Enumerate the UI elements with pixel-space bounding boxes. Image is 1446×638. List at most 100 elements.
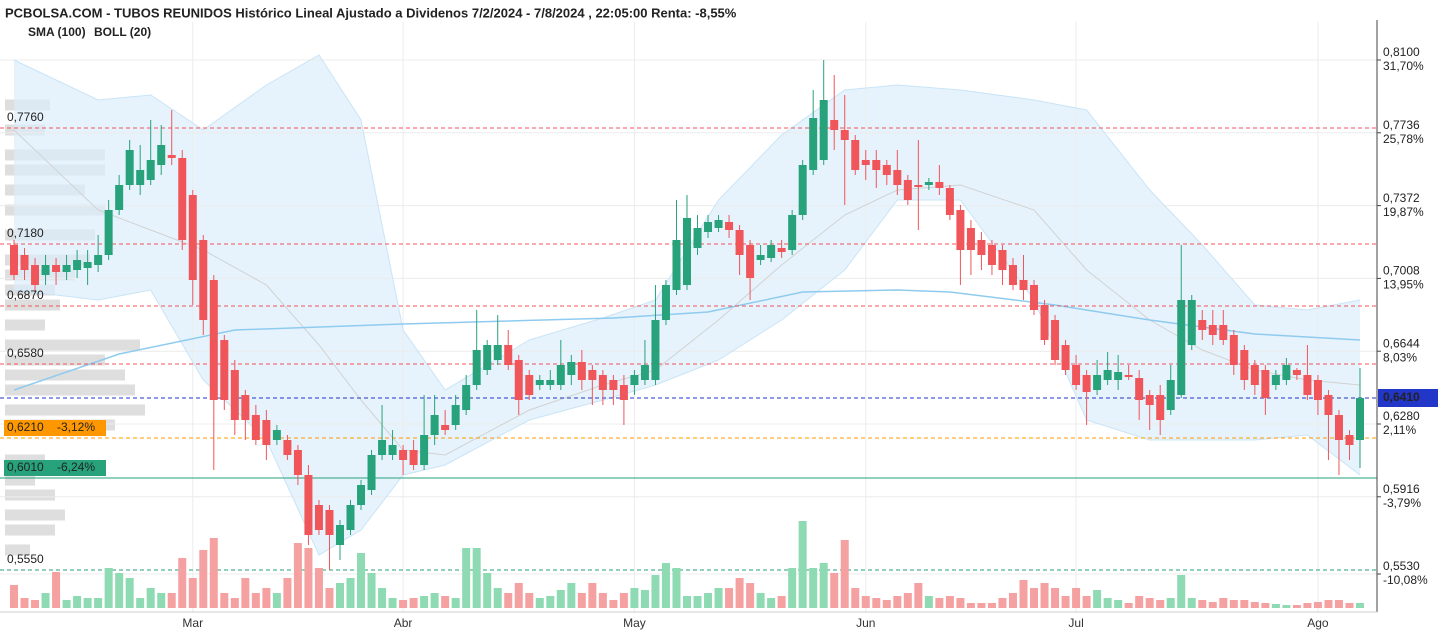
candle-body — [1187, 300, 1196, 345]
legend-boll: BOLL (20) — [94, 25, 151, 39]
candle-body — [1061, 345, 1070, 370]
candle-body — [1356, 398, 1364, 440]
y-tick-change: 2,11% — [1383, 423, 1416, 437]
volume-bar — [41, 593, 50, 608]
candle-body — [1198, 320, 1207, 330]
candle-body — [546, 380, 555, 385]
volume-profile-bar — [5, 384, 135, 396]
volume-bar — [472, 548, 481, 608]
candle-body — [777, 248, 786, 252]
candle-body — [1135, 378, 1144, 400]
candle-body — [525, 375, 534, 395]
candle-body — [1051, 320, 1060, 360]
candle-body — [1261, 370, 1270, 398]
volume-bar — [1124, 603, 1133, 608]
level-label: 0,6870 — [7, 288, 44, 302]
volume-bar — [956, 598, 965, 608]
volume-bar — [788, 568, 797, 608]
candle-body — [1103, 370, 1112, 380]
volume-bar — [31, 600, 40, 608]
volume-bar — [935, 598, 944, 608]
candle-body — [357, 485, 366, 505]
candle-body — [125, 150, 134, 185]
volume-profile-bar — [5, 544, 30, 556]
candle-body — [756, 255, 765, 260]
candle-body — [251, 415, 260, 440]
candle-body — [840, 130, 849, 140]
candle-body — [661, 285, 670, 320]
volume-bar — [619, 593, 628, 608]
candle-body — [935, 182, 944, 188]
candle-body — [1313, 380, 1322, 400]
volume-bar — [945, 596, 954, 608]
candle-body — [430, 415, 439, 435]
volume-bar — [125, 578, 134, 608]
volume-bar — [220, 593, 229, 608]
candle-body — [1019, 280, 1028, 290]
candle-body — [725, 222, 734, 230]
candle-body — [1030, 285, 1039, 310]
volume-bar — [598, 593, 607, 608]
level-label: 0,6580 — [7, 346, 44, 360]
candle-body — [220, 340, 229, 400]
candle-body — [630, 375, 639, 385]
volume-bar — [241, 578, 250, 608]
candle-body — [598, 375, 607, 390]
candle-body — [1156, 395, 1165, 420]
volume-bar — [1334, 600, 1343, 608]
volume-bar — [420, 596, 429, 608]
candle-body — [504, 345, 513, 365]
volume-bar — [683, 596, 691, 608]
volume-bar — [115, 573, 124, 608]
volume-bar — [567, 583, 576, 608]
volume-bar — [861, 596, 870, 608]
volume-bar — [556, 590, 565, 608]
volume-bar — [1261, 603, 1270, 608]
level-label: 0,6410 — [1383, 390, 1420, 404]
y-tick-change: 31,70% — [1383, 59, 1424, 73]
volume-bar — [504, 593, 513, 608]
volume-bar — [230, 598, 239, 608]
candle-body — [1114, 372, 1123, 380]
candle-body — [483, 345, 492, 370]
volume-bar — [325, 588, 334, 608]
volume-bar — [1166, 598, 1175, 608]
candle-body — [493, 345, 502, 360]
volume-bar — [104, 568, 113, 608]
volume-profile-bar — [5, 404, 145, 416]
y-tick-label: 0,7736 — [1383, 118, 1420, 132]
candle-body — [1292, 370, 1301, 375]
volume-profile-bar — [5, 319, 45, 331]
volume-bar — [924, 596, 933, 608]
plot — [0, 22, 1377, 612]
candle-body — [399, 450, 408, 460]
candle-body — [41, 265, 50, 275]
candle-body — [1345, 435, 1354, 445]
candle-body — [903, 180, 912, 200]
candle-body — [746, 245, 755, 278]
volume-bar — [1198, 600, 1207, 608]
candle-body — [556, 365, 565, 385]
candle-body — [1334, 415, 1343, 440]
volume-bar — [146, 588, 155, 608]
candle-body — [1282, 365, 1291, 380]
volume-bar — [1135, 596, 1144, 608]
volume-profile-bar — [5, 369, 125, 381]
candle-body — [115, 185, 124, 210]
candle-body — [367, 455, 376, 490]
volume-bar — [693, 596, 702, 608]
volume-bar — [882, 600, 891, 608]
candle-body — [1008, 265, 1017, 285]
volume-bar — [777, 596, 786, 608]
volume-bar — [977, 603, 986, 608]
candle-body — [1166, 380, 1175, 410]
x-tick-label: May — [623, 616, 646, 630]
candle-body — [1324, 395, 1333, 415]
candle-body — [588, 370, 597, 380]
volume-bar — [798, 521, 807, 608]
volume-bar — [272, 593, 281, 608]
candle-body — [283, 440, 292, 455]
volume-bar — [819, 563, 828, 608]
volume-bar — [966, 603, 975, 608]
candle-body — [914, 185, 923, 187]
